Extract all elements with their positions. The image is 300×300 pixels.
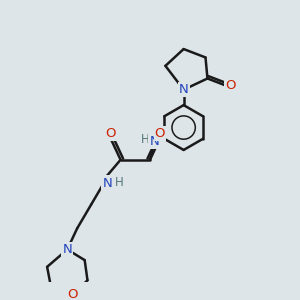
Text: H: H <box>141 133 149 146</box>
Text: O: O <box>68 288 78 300</box>
Text: O: O <box>106 127 116 140</box>
Text: O: O <box>226 79 236 92</box>
Text: H: H <box>115 176 124 189</box>
Text: N: N <box>62 243 72 256</box>
Text: O: O <box>154 127 165 140</box>
Text: N: N <box>179 83 188 96</box>
Text: N: N <box>103 176 112 190</box>
Text: N: N <box>149 135 159 148</box>
